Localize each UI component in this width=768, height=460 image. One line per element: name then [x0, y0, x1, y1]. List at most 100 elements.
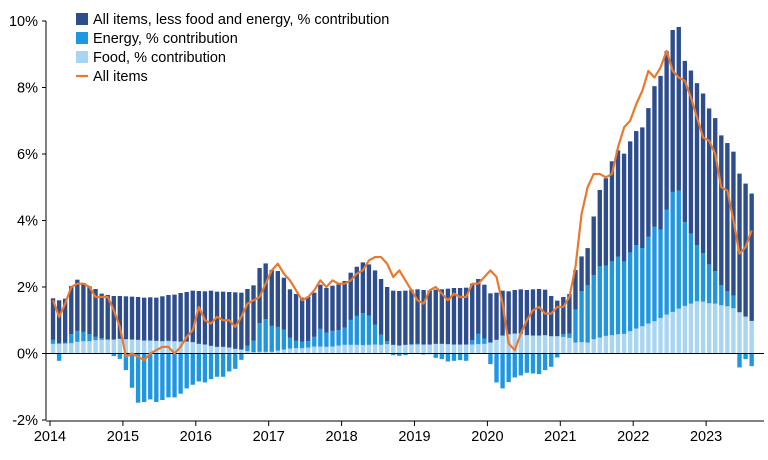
energy-bar [214, 353, 220, 377]
energy-bar [141, 353, 147, 403]
food-bar [725, 306, 730, 354]
food-bar [518, 333, 523, 354]
core-bar [366, 264, 372, 316]
energy-bar [463, 353, 469, 361]
core-bar [749, 193, 754, 321]
food-bar [609, 335, 615, 354]
y-tick-label: 0% [17, 347, 38, 363]
energy-bar [220, 353, 226, 377]
core-bar [56, 300, 62, 344]
food-bar [93, 340, 98, 354]
energy-bar [154, 353, 159, 403]
core-bar [488, 293, 493, 343]
core-bar [561, 296, 566, 335]
energy-bar [476, 333, 481, 345]
core-bar [81, 283, 86, 332]
energy-bar [50, 339, 56, 344]
energy-bar [530, 353, 536, 374]
food-bar [50, 343, 56, 354]
food-bar [743, 316, 748, 354]
energy-bar [190, 353, 195, 385]
energy-bar [506, 353, 511, 383]
core-bar [415, 289, 420, 344]
food-bar [306, 347, 311, 354]
energy-bar [111, 353, 116, 357]
core-bar [348, 272, 353, 320]
energy-bar [470, 340, 475, 345]
core-bar [135, 296, 141, 340]
food-bar [500, 335, 505, 354]
energy-bar [384, 341, 390, 345]
energy-bar [694, 245, 700, 302]
food-bar [463, 344, 469, 354]
food-bar [336, 345, 341, 354]
core-bar [111, 295, 116, 340]
core-bar [293, 293, 299, 341]
x-tick-label: 2014 [34, 429, 66, 445]
x-axis: 2014 2015 2016 2017 2018 2019 2020 2021 2022 2023 [34, 420, 764, 445]
x-tick-label: 2021 [544, 429, 576, 445]
legend-swatch-energy [76, 32, 88, 44]
core-bar [627, 141, 633, 253]
x-tick-label: 2020 [471, 429, 503, 445]
energy-bar [743, 353, 748, 360]
energy-bar [360, 313, 366, 346]
food-bar [591, 339, 596, 354]
food-bar [208, 345, 214, 354]
core-bar [63, 298, 68, 343]
food-bar [700, 301, 706, 354]
food-bar [621, 333, 627, 354]
food-bar [433, 343, 438, 354]
food-bar [354, 344, 359, 354]
energy-bar [670, 191, 675, 312]
energy-bar [603, 265, 609, 336]
energy-bar [737, 353, 742, 368]
core-bar [670, 29, 675, 192]
food-bar [664, 314, 669, 354]
energy-bar [178, 353, 183, 394]
x-tick-label: 2023 [690, 429, 722, 445]
food-bar [397, 345, 402, 354]
energy-bar [585, 285, 590, 343]
core-bar [518, 289, 523, 334]
energy-bar [415, 343, 420, 345]
energy-bar [488, 353, 493, 365]
food-bar [476, 344, 481, 354]
energy-bar [202, 353, 208, 383]
food-bar [263, 351, 268, 354]
core-bar [99, 293, 104, 339]
food-bar [99, 339, 104, 354]
food-bar [111, 339, 116, 354]
food-bar [555, 336, 560, 354]
energy-bar [263, 319, 268, 352]
energy-bar [451, 353, 457, 361]
core-bar [287, 289, 293, 338]
energy-bar [196, 353, 202, 382]
core-bar [713, 118, 718, 272]
core-bar [524, 289, 530, 336]
food-bar [470, 344, 475, 354]
energy-bar [233, 353, 238, 369]
food-bar [682, 305, 688, 354]
food-bar [530, 335, 536, 354]
core-bar [536, 289, 542, 336]
food-bar [415, 344, 420, 354]
food-bar [542, 335, 548, 354]
legend-swatch-food [76, 51, 88, 63]
x-tick-label: 2022 [617, 429, 649, 445]
core-bar [87, 286, 92, 335]
energy-bar [251, 340, 256, 353]
food-bar [409, 344, 414, 354]
energy-bar [306, 341, 311, 348]
core-bar [275, 271, 280, 327]
energy-bar [524, 353, 530, 373]
food-bar [202, 344, 208, 354]
core-bar [433, 289, 438, 344]
food-bar [123, 339, 129, 354]
core-bar [336, 284, 341, 331]
energy-bar [688, 233, 694, 304]
food-bar [275, 350, 280, 354]
core-bar [281, 277, 287, 330]
core-bar [378, 279, 384, 335]
food-bar [439, 343, 445, 354]
